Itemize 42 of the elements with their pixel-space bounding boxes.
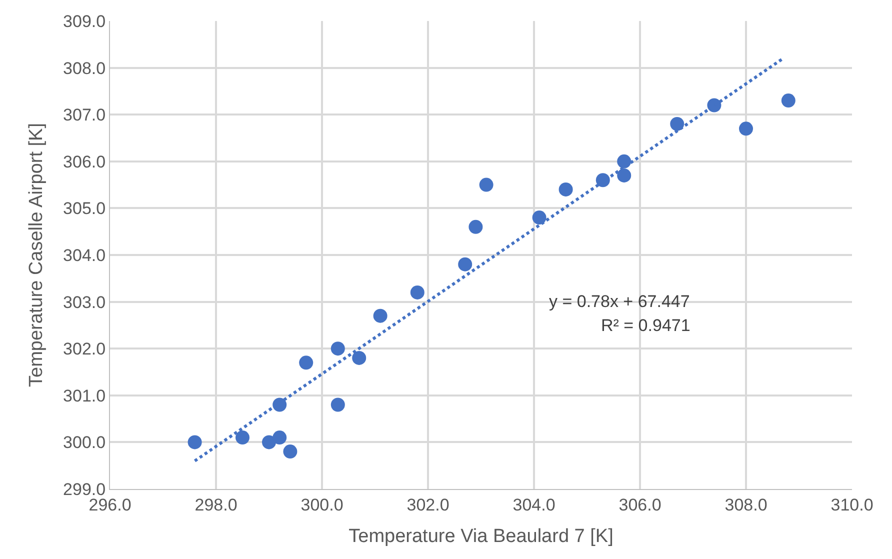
point <box>458 257 472 272</box>
point <box>188 435 202 450</box>
x-tick-label: 308.0 <box>724 495 768 514</box>
x-tick-label: 300.0 <box>300 495 344 514</box>
point <box>373 308 388 323</box>
y-tick-label: 302.0 <box>63 340 106 359</box>
x-tick-label: 298.0 <box>194 495 238 514</box>
point <box>617 154 632 168</box>
point <box>410 285 424 300</box>
x-tick-label: 306.0 <box>618 495 662 514</box>
point <box>262 435 276 450</box>
point <box>532 210 546 225</box>
x-tick-label: 302.0 <box>406 495 450 514</box>
x-tick-label: 304.0 <box>512 495 556 514</box>
y-axis-title: Temperature Caselle Airport [K] <box>26 122 47 388</box>
y-tick-label: 304.0 <box>63 246 106 265</box>
point <box>283 444 298 459</box>
y-tick-label: 305.0 <box>63 199 106 218</box>
point <box>352 350 366 365</box>
point <box>468 220 483 234</box>
point <box>236 430 250 445</box>
point <box>558 182 573 196</box>
point <box>479 178 494 192</box>
point <box>739 122 753 136</box>
y-tick-label: 308.0 <box>63 58 106 78</box>
y-tick-label: 307.0 <box>63 106 106 125</box>
point <box>617 168 632 182</box>
annotation: y = 0.78x + 67.447 <box>549 292 690 311</box>
x-tick-label: 310.0 <box>830 495 874 514</box>
point <box>272 430 287 445</box>
point <box>670 116 684 131</box>
y-tick-label: 303.0 <box>63 292 106 312</box>
point <box>330 342 345 356</box>
point <box>330 398 345 412</box>
y-tick-label: 306.0 <box>63 152 106 172</box>
point <box>781 94 796 108</box>
annotation: R² = 0.9471 <box>601 316 690 335</box>
y-tick-label: 300.0 <box>63 433 106 452</box>
x-axis-title: Temperature Via Beaulard 7 [K] <box>348 526 614 548</box>
y-tick-label: 301.0 <box>63 386 106 406</box>
y-tick-label: 309.0 <box>63 12 106 31</box>
point <box>299 356 314 370</box>
